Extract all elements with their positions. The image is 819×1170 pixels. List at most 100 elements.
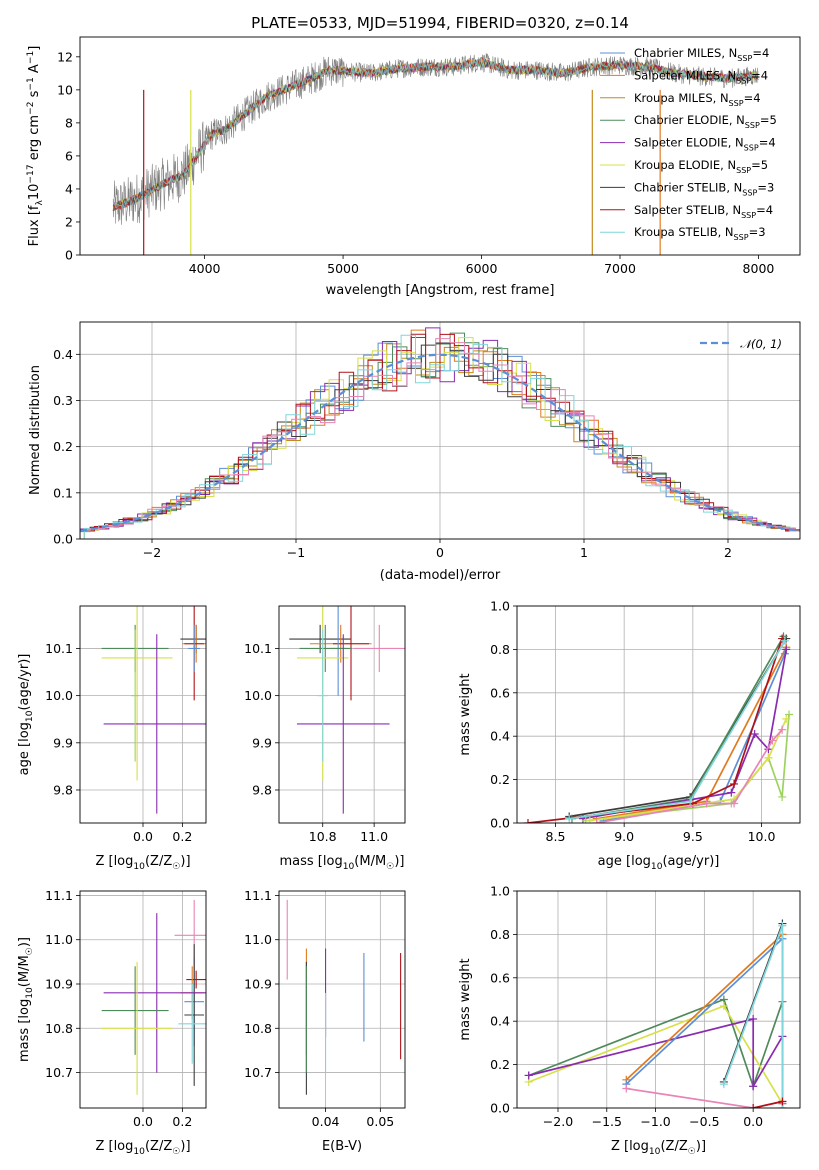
point-marker <box>565 814 574 823</box>
error-bar-point <box>101 961 173 1095</box>
axes-frame <box>79 36 801 256</box>
y-tick-label: 11.1 <box>244 888 272 903</box>
y-tick-label: 9.8 <box>252 782 272 797</box>
x-axis-label: E(B-V) <box>322 1139 362 1154</box>
error-bar-point <box>188 624 201 673</box>
y-tick-label: 10.9 <box>244 977 272 992</box>
y-axis-label: mass weight <box>458 958 473 1040</box>
y-tick-label: 9.9 <box>53 735 73 750</box>
y-tick-label: 0.2 <box>490 1057 510 1072</box>
axes-frame <box>79 321 801 540</box>
axes-frame <box>278 605 406 824</box>
y-tick-label: 9.8 <box>53 782 73 797</box>
y-axis-label: mass weight <box>458 673 473 755</box>
y-tick-label: 0.0 <box>490 1101 510 1116</box>
x-axis-label: Z [log10(Z/Z☉)] <box>95 854 190 872</box>
y-tick-label: 11.0 <box>45 932 73 947</box>
legend-label: Salpeter STELIB, NSSP=4 <box>634 203 773 220</box>
plot-area <box>112 53 759 255</box>
x-tick-label: 0 <box>436 545 444 560</box>
legend-label: Kroupa STELIB, NSSP=3 <box>634 225 766 242</box>
point-marker <box>778 792 787 801</box>
y-tick-label: 9.9 <box>252 735 272 750</box>
error-bar-point <box>103 913 206 1073</box>
figure-title: PLATE=0533, MJD=51994, FIBERID=0320, z=0… <box>251 14 629 32</box>
age-vs-Z-panel: 0.0 0.2 9.8 9.9 10.0 10.1 Z [log10(Z/Z☉)] age [… <box>17 605 207 872</box>
error-bar-point <box>299 624 351 673</box>
point-marker <box>749 1104 758 1108</box>
histogram-step <box>83 334 800 539</box>
y-tick-label: 0.6 <box>490 970 510 985</box>
x-tick-label: 5000 <box>327 261 359 276</box>
y-tick-label: 12 <box>57 49 73 64</box>
point-marker <box>524 1071 533 1080</box>
point-marker <box>727 788 736 797</box>
y-axis-label: Normed distribution <box>28 365 43 495</box>
y-tick-label: 0.0 <box>53 532 73 547</box>
weight-series <box>524 1015 787 1091</box>
weight-vs-age-panel: 8.5 9.0 9.5 10.0 0.0 0.2 0.4 0.6 0.8 1.0 age [log1… <box>458 599 801 872</box>
plot-area <box>101 899 206 1095</box>
x-tick-label: 9.5 <box>683 829 703 844</box>
y-tick-label: 0 <box>65 248 73 263</box>
error-bar-point <box>103 634 206 814</box>
x-tick-label: 8000 <box>743 261 775 276</box>
y-tick-label: 10.1 <box>45 641 73 656</box>
x-tick-label: −1 <box>287 545 305 560</box>
x-tick-label: −1.0 <box>640 1114 670 1129</box>
histogram-step <box>80 333 800 539</box>
point-marker <box>585 816 594 823</box>
x-tick-label: 0.0 <box>743 1114 763 1129</box>
error-bar-point <box>333 606 369 701</box>
x-tick-label: 0.2 <box>172 1114 192 1129</box>
weight-vs-Z-panel: −2.0 −1.5 −1.0 −0.5 0.0 0.0 0.2 0.4 0.6 0.8 1.0 Z [… <box>458 884 801 1157</box>
legend-label: Chabrier STELIB, NSSP=3 <box>634 180 774 197</box>
weight-series <box>592 725 787 823</box>
y-tick-label: 8 <box>65 115 73 130</box>
x-tick-label: 0.05 <box>366 1114 394 1129</box>
axes-frame <box>79 605 207 824</box>
legend-label: Kroupa ELODIE, NSSP=5 <box>634 158 768 175</box>
point-marker <box>778 1097 787 1106</box>
y-tick-label: 1.0 <box>490 599 510 614</box>
mass-vs-ebv-panel: 0.04 0.05 10.7 10.8 10.9 11.0 11.1 E(B-V) <box>244 888 406 1154</box>
y-tick-label: 10.7 <box>244 1065 272 1080</box>
x-tick-label: 10.8 <box>309 829 337 844</box>
x-tick-label: −1.5 <box>592 1114 622 1129</box>
point-marker <box>768 736 777 745</box>
legend-label: Salpeter ELODIE, NSSP=4 <box>634 136 776 153</box>
y-tick-label: 6 <box>65 148 73 163</box>
legend-label: Kroupa MILES, NSSP=4 <box>634 91 761 108</box>
y-tick-label: 0.3 <box>53 393 73 408</box>
axes-frame <box>79 890 207 1109</box>
y-tick-label: 11.0 <box>244 932 272 947</box>
y-tick-label: 0.8 <box>490 642 510 657</box>
error-bar-point <box>101 606 173 781</box>
x-axis-label: Z [log10(Z/Z☉)] <box>611 1139 706 1157</box>
x-tick-label: 11.0 <box>360 829 388 844</box>
plot-area <box>289 606 405 814</box>
axes-frame <box>516 890 801 1109</box>
error-bar-point <box>131 629 140 762</box>
axes-frame <box>278 890 406 1109</box>
point-marker <box>523 819 532 823</box>
point-marker <box>764 753 773 762</box>
point-marker <box>778 921 787 930</box>
point-marker <box>780 636 789 645</box>
error-bar-point <box>186 970 206 989</box>
y-tick-label: 10.0 <box>244 688 272 703</box>
normal-curve <box>80 353 800 532</box>
model-line <box>112 57 759 209</box>
x-axis-label: (data-model)/error <box>380 568 501 583</box>
residual-panel: −2 −1 0 1 2 0.0 0.1 0.2 0.3 0.4 𝒩(0, 1) (data-model… <box>28 321 801 583</box>
point-marker <box>785 710 794 719</box>
x-axis-label: age [log10(age/yr)] <box>598 854 720 872</box>
legend-label: 𝒩(0, 1) <box>740 337 782 351</box>
point-marker <box>782 714 791 723</box>
x-axis-label: wavelength [Angstrom, rest frame] <box>326 283 555 298</box>
x-tick-label: 1 <box>580 545 588 560</box>
y-tick-label: 10.0 <box>45 688 73 703</box>
x-tick-label: −2 <box>143 545 161 560</box>
y-tick-label: 0.0 <box>490 816 510 831</box>
